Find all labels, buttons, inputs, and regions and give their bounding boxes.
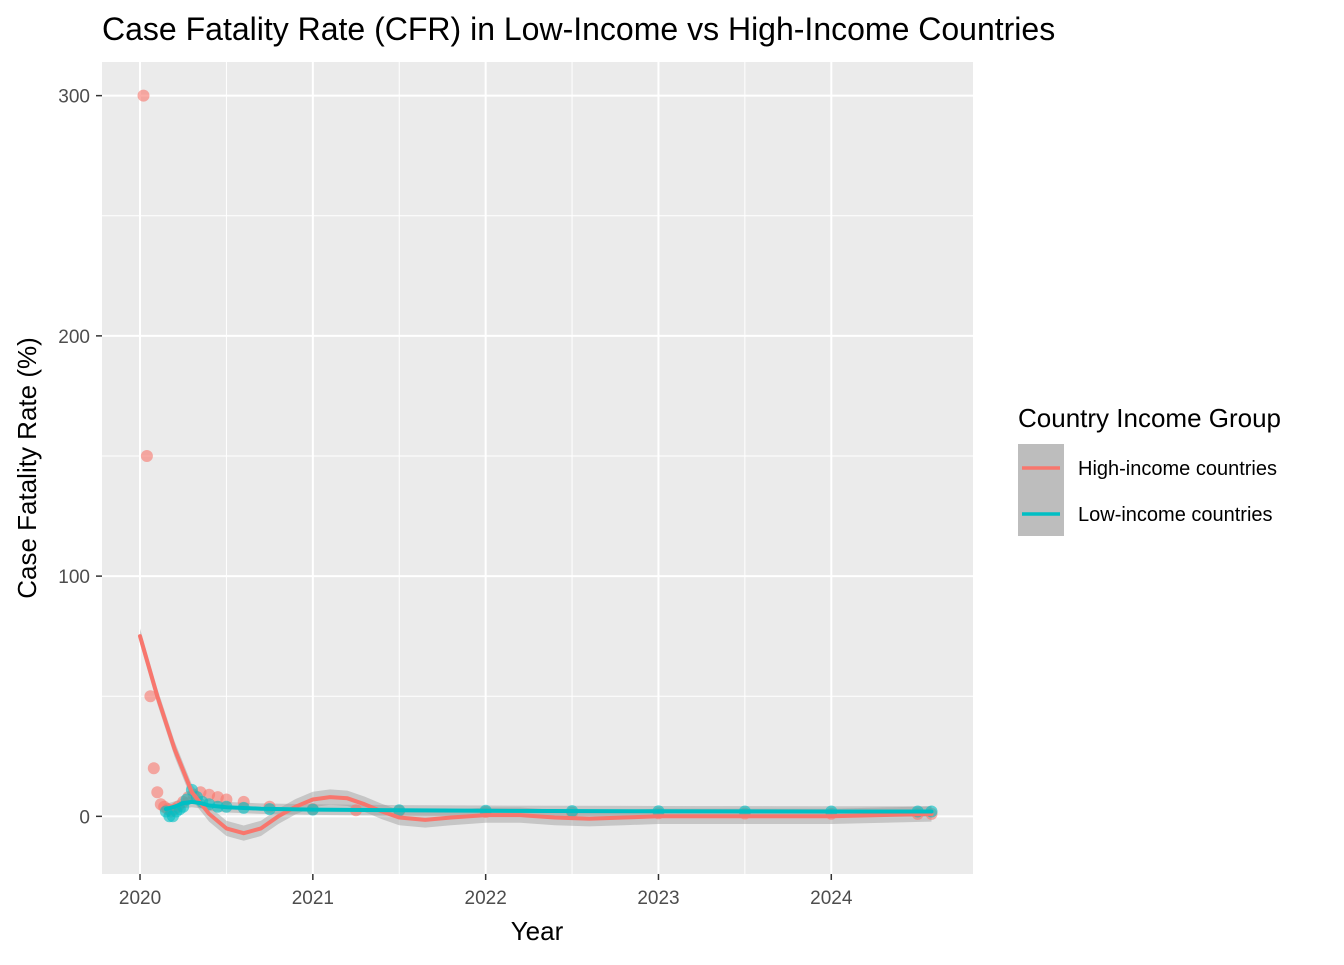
point-high-income xyxy=(140,450,153,462)
smooth-lines xyxy=(138,634,934,836)
smooth-line-high-income xyxy=(138,634,934,836)
point-high-income xyxy=(144,690,157,703)
y-tick-label: 300 xyxy=(58,87,90,108)
y-tick-label: 100 xyxy=(58,567,90,588)
legend-label-low-income: Low-income countries xyxy=(1078,504,1273,526)
smooth-line-low-income xyxy=(163,799,934,814)
confidence-band-high-income xyxy=(140,628,932,841)
x-tick-label: 2024 xyxy=(810,888,853,909)
x-axis-label: Year xyxy=(511,916,564,946)
plot-panel xyxy=(102,62,973,874)
x-tick-label: 2021 xyxy=(292,888,334,909)
x-tick-label: 2022 xyxy=(465,888,507,909)
y-tick-label: 0 xyxy=(79,807,90,828)
legend-label-high-income: High-income countries xyxy=(1078,458,1277,480)
point-high-income xyxy=(147,762,160,775)
y-axis-label: Case Fatality Rate (%) xyxy=(12,337,42,599)
point-high-income xyxy=(137,89,150,102)
legend-key-background xyxy=(1018,444,1064,536)
chart-title: Case Fatality Rate (CFR) in Low-Income v… xyxy=(102,11,1055,47)
y-tick-label: 200 xyxy=(58,327,90,348)
x-tick-label: 2020 xyxy=(119,888,161,909)
legend-title: Country Income Group xyxy=(1018,403,1281,433)
x-tick-label: 2023 xyxy=(637,888,679,909)
legend: Country Income Group High-income countri… xyxy=(1018,403,1281,536)
axes: 2020 2021 2022 2023 2024 0 100 200 300 xyxy=(58,87,853,909)
point-high-income xyxy=(151,786,164,799)
